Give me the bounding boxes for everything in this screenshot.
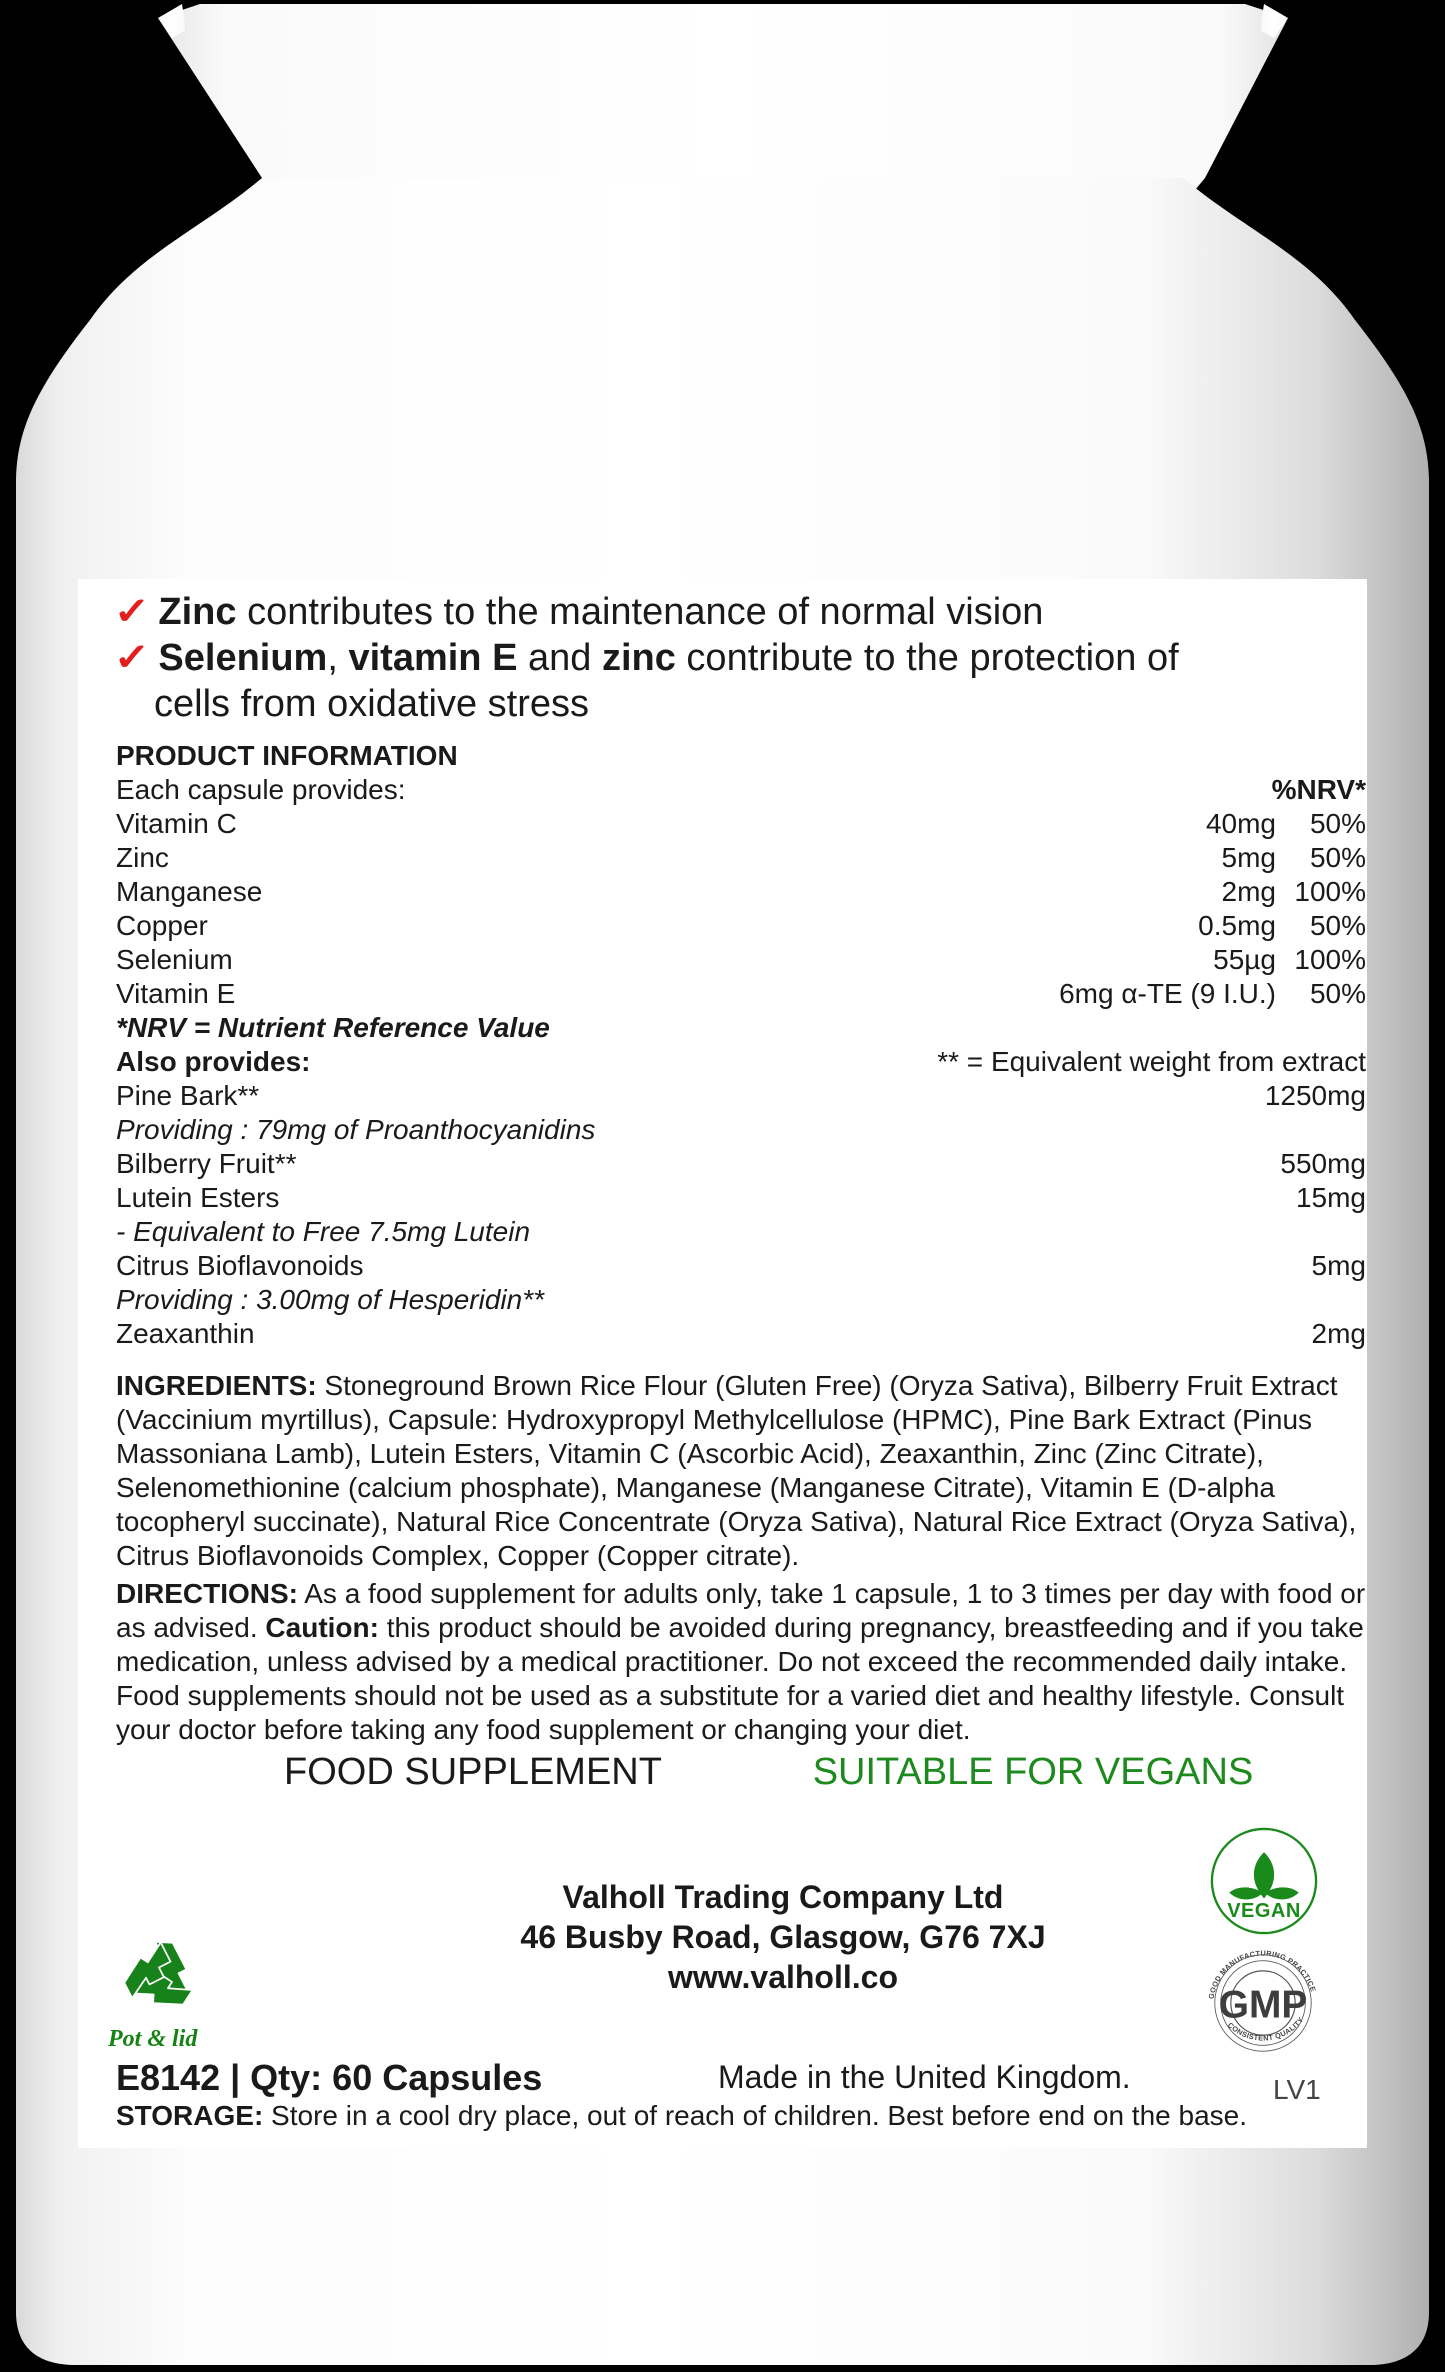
svg-text:GMP: GMP (1219, 1983, 1308, 2026)
